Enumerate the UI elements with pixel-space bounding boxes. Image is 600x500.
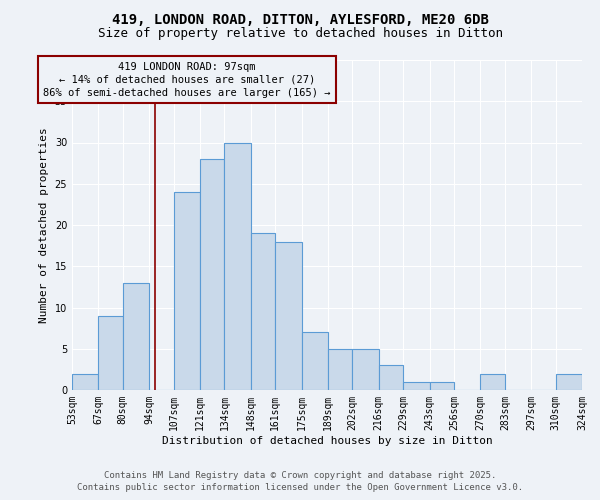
Text: 419 LONDON ROAD: 97sqm
← 14% of detached houses are smaller (27)
86% of semi-det: 419 LONDON ROAD: 97sqm ← 14% of detached…	[43, 62, 331, 98]
Bar	[379, 365, 403, 390]
Bar	[556, 374, 582, 390]
Text: Size of property relative to detached houses in Ditton: Size of property relative to detached ho…	[97, 28, 503, 40]
Bar	[200, 159, 224, 390]
Bar	[123, 283, 149, 390]
Bar	[173, 192, 200, 390]
Y-axis label: Number of detached properties: Number of detached properties	[39, 127, 49, 323]
Bar	[224, 142, 251, 390]
Bar	[352, 349, 379, 390]
Bar	[72, 374, 98, 390]
Bar	[302, 332, 328, 390]
X-axis label: Distribution of detached houses by size in Ditton: Distribution of detached houses by size …	[161, 436, 493, 446]
Bar	[403, 382, 430, 390]
Text: 419, LONDON ROAD, DITTON, AYLESFORD, ME20 6DB: 419, LONDON ROAD, DITTON, AYLESFORD, ME2…	[112, 12, 488, 26]
Bar	[98, 316, 123, 390]
Bar	[251, 233, 275, 390]
Bar	[328, 349, 352, 390]
Bar	[481, 374, 505, 390]
Text: Contains HM Land Registry data © Crown copyright and database right 2025.
Contai: Contains HM Land Registry data © Crown c…	[77, 471, 523, 492]
Bar	[430, 382, 454, 390]
Bar	[275, 242, 302, 390]
